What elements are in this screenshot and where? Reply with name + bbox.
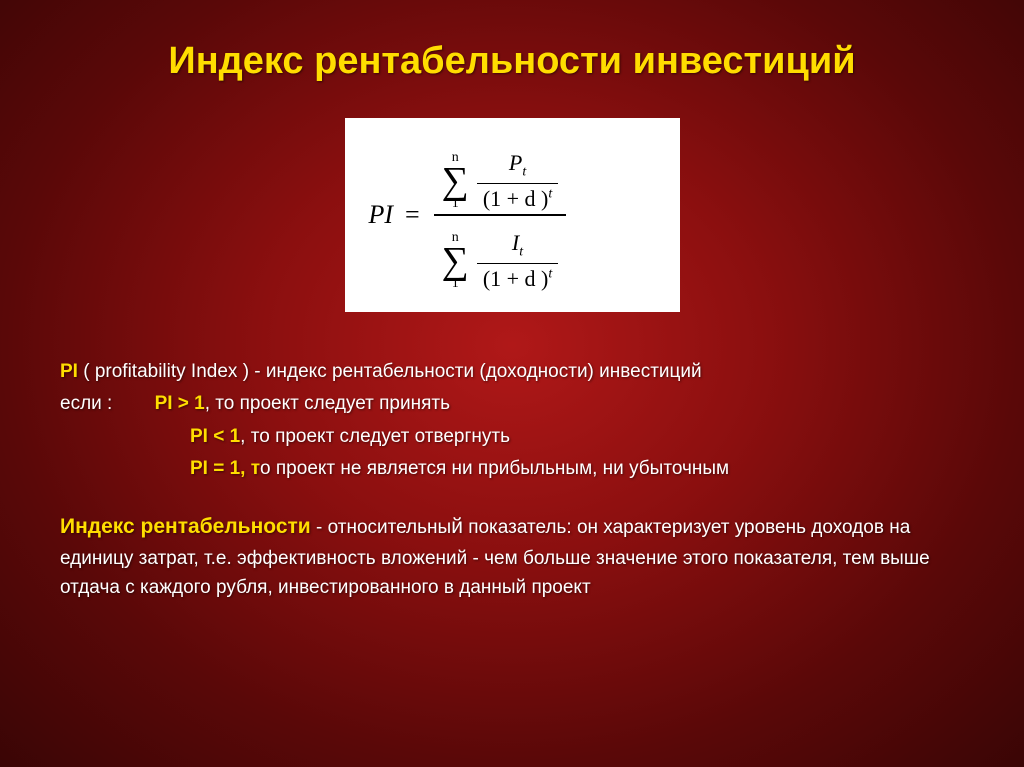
rule-3: PI = 1, то проект не является ни прибыль… <box>60 454 964 483</box>
lower-den-base: (1 + d ) <box>483 266 549 291</box>
def-rest: индекс рентабельности (доходности) инвес… <box>266 361 702 382</box>
sum-lower-bound-2: 1 <box>452 277 459 291</box>
inner-frac-lower: It (1 + d )t <box>477 230 558 291</box>
sigma-upper: n ∑ 1 <box>442 151 469 211</box>
para-dash: - <box>311 517 328 538</box>
upper-den-exp: t <box>548 187 552 202</box>
para-rel-end: й <box>451 515 463 538</box>
formula-box: PI = n ∑ 1 Pt (1 + d )t <box>345 118 680 312</box>
sigma-lower: n ∑ 1 <box>442 231 469 291</box>
formula-denominator: n ∑ 1 It (1 + d )t <box>434 216 567 294</box>
rule1-cond: PI > 1 <box>155 393 205 414</box>
upper-num-sub: t <box>522 165 526 180</box>
rule2-cond: PI < 1 <box>190 426 240 447</box>
rule1-text: , то проект следует принять <box>205 393 450 414</box>
if-label: если : <box>60 393 112 414</box>
rule3-prefix: , т <box>240 458 260 479</box>
def-pi: PI <box>60 361 78 382</box>
rule-1: если : PI > 1, то проект следует принять <box>60 389 964 418</box>
lower-num-sub: t <box>519 245 523 260</box>
upper-num-var: P <box>509 150 522 175</box>
slide: Индекс рентабельности инвестиций PI = n … <box>0 0 1024 767</box>
formula-eq: = <box>405 200 420 230</box>
rule3-cond: PI = 1 <box>190 458 240 479</box>
sum-lower-bound: 1 <box>452 197 459 211</box>
content-body: PI ( profitability Index ) - индекс рент… <box>60 357 964 603</box>
def-paren: ( profitability Index ) - <box>78 361 266 382</box>
sigma-icon-2: ∑ <box>442 245 469 277</box>
formula-numerator: n ∑ 1 Pt (1 + d )t <box>434 136 567 214</box>
paragraph: Индекс рентабельности - относительный по… <box>60 511 964 602</box>
rule2-text: , то проект следует отвергнуть <box>240 426 510 447</box>
formula-main-fraction: n ∑ 1 Pt (1 + d )t n <box>434 136 567 294</box>
rule-2: PI < 1, то проект следует отвергнуть <box>60 422 964 451</box>
slide-title: Индекс рентабельности инвестиций <box>60 40 964 83</box>
formula-lhs: PI <box>369 200 394 230</box>
rule3-text: о проект не является ни прибыльным, ни у… <box>260 458 729 479</box>
inner-frac-upper: Pt (1 + d )t <box>477 150 558 211</box>
upper-den-base: (1 + d ) <box>483 186 549 211</box>
para-rel: относительны <box>328 517 452 538</box>
definition-line: PI ( profitability Index ) - индекс рент… <box>60 357 964 386</box>
para-rel-after: показатель: <box>463 517 577 538</box>
para-lead: Индекс рентабельности <box>60 515 311 538</box>
sigma-icon: ∑ <box>442 165 469 197</box>
lower-den-exp: t <box>548 266 552 281</box>
